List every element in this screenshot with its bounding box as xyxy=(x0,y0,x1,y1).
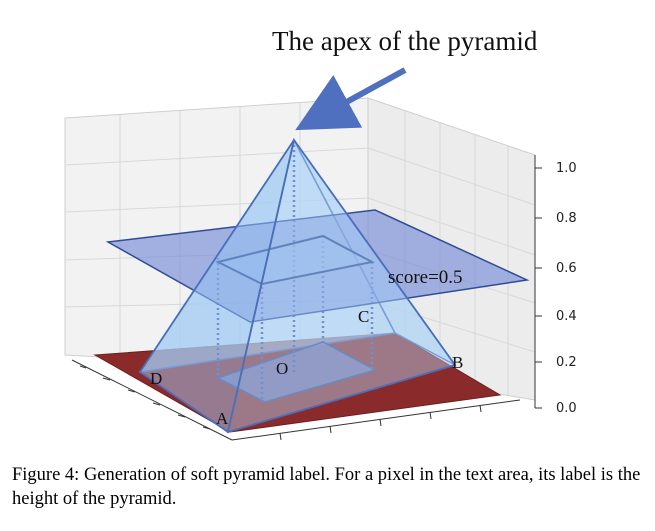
apex-annotation: The apex of the pyramid xyxy=(272,26,538,56)
inner-base-rectangle xyxy=(216,341,377,403)
vertex-label-d: D xyxy=(150,369,162,388)
z-tick-label: 0.8 xyxy=(556,211,577,226)
z-axis: 1.0 0.8 0.6 0.4 0.2 0.0 xyxy=(534,155,577,416)
pyramid-3d-plot: 1.0 0.8 0.6 0.4 0.2 0.0 xyxy=(64,26,577,441)
z-tick-label: 0.2 xyxy=(556,355,577,370)
z-tick-label: 0.0 xyxy=(556,401,577,416)
vertex-label-b: B xyxy=(452,353,463,372)
z-tick-label: 0.4 xyxy=(556,309,577,324)
apex-arrow-icon xyxy=(295,67,407,131)
center-label-o: O xyxy=(276,359,288,378)
vertex-label-c: C xyxy=(358,307,369,326)
vertex-label-a: A xyxy=(216,409,229,428)
pyramid-front-face xyxy=(226,137,457,434)
z-tick-label: 0.6 xyxy=(556,261,577,276)
figure-caption: Figure 4: Generation of soft pyramid lab… xyxy=(12,465,641,509)
z-tick-label: 1.0 xyxy=(556,161,577,176)
floor-axis-ticks xyxy=(71,359,521,441)
score-label: score=0.5 xyxy=(388,267,463,288)
